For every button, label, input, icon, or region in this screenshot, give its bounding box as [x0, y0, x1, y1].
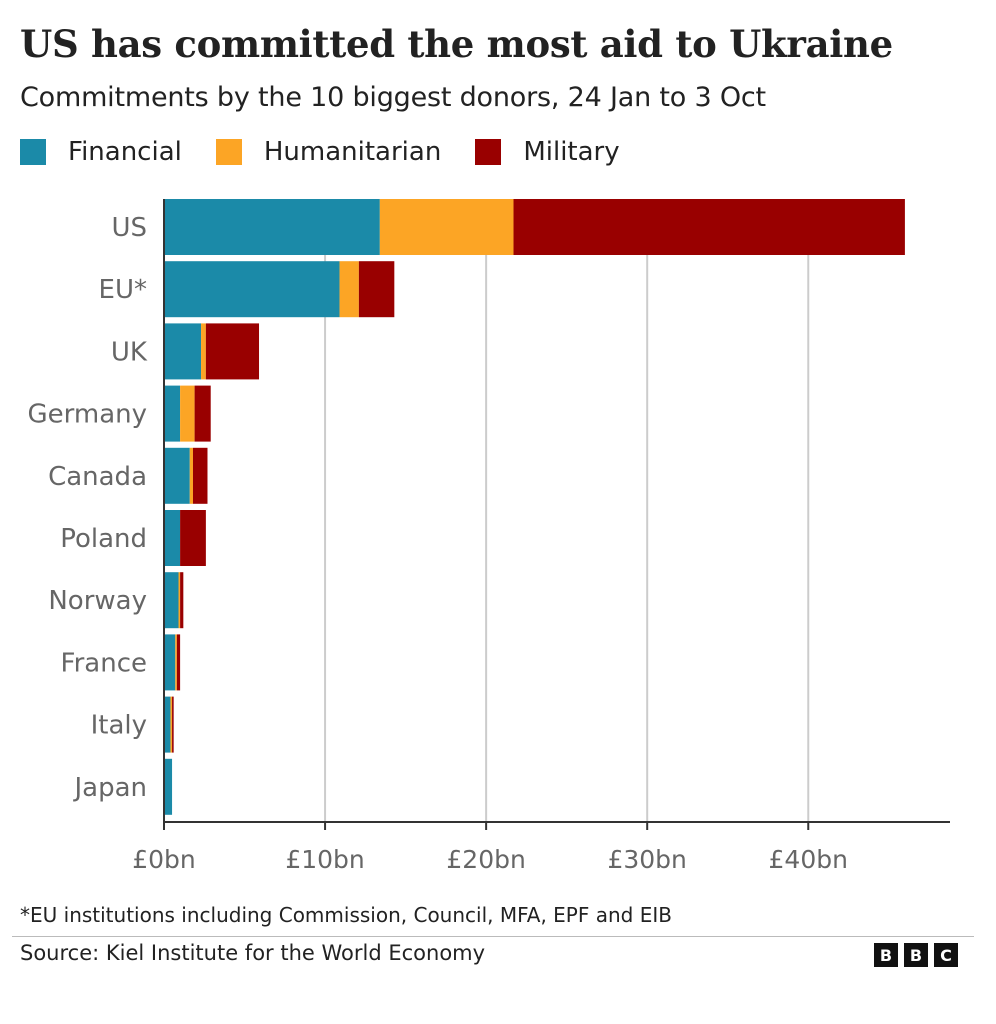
- y-axis-label: US: [111, 213, 147, 243]
- chart-title: US has committed the most aid to Ukraine: [20, 22, 893, 66]
- legend-label-financial: Financial: [68, 137, 182, 167]
- bbc-logo-block: C: [934, 943, 958, 967]
- bar-segment-financial: [164, 572, 179, 629]
- footnote: *EU institutions including Commission, C…: [20, 903, 672, 927]
- x-axis-tick-label: £0bn: [132, 845, 196, 874]
- bar-segment-financial: [164, 447, 190, 504]
- bar-chart: US EU* UK Germany Canada Poland Norway France It…: [27, 199, 950, 874]
- y-axis-label: Norway: [48, 586, 147, 616]
- legend-swatch-humanitarian: [215, 139, 242, 165]
- bar-segment-financial: [164, 323, 202, 380]
- bar-segment-humanitarian: [189, 447, 193, 504]
- bbc-logo: B B C: [874, 943, 964, 967]
- bar-segment-military: [176, 634, 181, 691]
- footer-divider: [12, 936, 974, 937]
- bar-segment-military: [192, 447, 208, 504]
- gridlines: [324, 199, 810, 822]
- bar-segment-military: [180, 572, 184, 629]
- bar-segment-military: [180, 510, 206, 566]
- bar-segment-military: [172, 696, 174, 753]
- bar-segment-humanitarian: [379, 199, 514, 255]
- legend-item-military: Military: [475, 137, 620, 167]
- bar-segment-financial: [164, 385, 181, 442]
- bbc-logo-block: B: [904, 943, 928, 967]
- x-axis: [163, 199, 950, 830]
- bar-segment-financial: [164, 199, 380, 255]
- bar-segment-financial: [164, 510, 181, 566]
- chart-subtitle: Commitments by the 10 biggest donors, 24…: [20, 82, 766, 113]
- x-axis-tick-label: £20bn: [446, 845, 525, 874]
- bar-segment-financial: [164, 261, 340, 318]
- bar-segment-financial: [164, 758, 173, 815]
- bar-segment-financial: [164, 696, 171, 753]
- bar-segment-military: [194, 385, 211, 442]
- legend-label-humanitarian: Humanitarian: [263, 137, 442, 167]
- y-axis-label: Canada: [48, 462, 147, 492]
- legend-swatch-financial: [20, 139, 46, 165]
- source-note: Source: Kiel Institute for the World Eco…: [20, 941, 486, 965]
- legend-item-financial: Financial: [20, 137, 182, 167]
- bbc-logo-block: B: [874, 943, 898, 967]
- bars: [164, 199, 905, 815]
- x-axis-tick-label: £40bn: [769, 845, 848, 874]
- legend-label-military: Military: [523, 137, 620, 167]
- y-axis-label: Germany: [27, 400, 147, 430]
- y-axis-label: UK: [111, 337, 148, 367]
- x-axis-tick-label: £30bn: [607, 845, 686, 874]
- bar-segment-humanitarian: [339, 261, 359, 318]
- bar-segment-military: [358, 261, 395, 318]
- x-axis-tick-label: £10bn: [285, 845, 364, 874]
- bar-segment-military: [205, 323, 260, 380]
- legend-swatch-military: [475, 139, 502, 165]
- legend-item-humanitarian: Humanitarian: [215, 137, 442, 167]
- x-axis-tick-labels: £0bn £10bn £20bn £30bn £40bn: [132, 845, 848, 874]
- y-axis-label: France: [61, 648, 147, 678]
- y-axis-labels: US EU* UK Germany Canada Poland Norway France It…: [27, 213, 147, 803]
- chart-legend: Financial Humanitarian Military: [20, 134, 654, 170]
- bar-segment-humanitarian: [170, 696, 173, 753]
- y-axis-label: Japan: [72, 773, 147, 803]
- y-axis-label: EU*: [99, 275, 147, 305]
- bar-segment-humanitarian: [175, 634, 177, 691]
- y-axis-label: Poland: [60, 524, 147, 554]
- y-axis-label: Italy: [91, 711, 147, 741]
- bar-segment-humanitarian: [180, 385, 195, 442]
- bar-segment-military: [513, 199, 905, 255]
- bar-segment-humanitarian: [178, 572, 181, 629]
- bar-segment-financial: [164, 634, 176, 691]
- bar-segment-humanitarian: [201, 323, 206, 380]
